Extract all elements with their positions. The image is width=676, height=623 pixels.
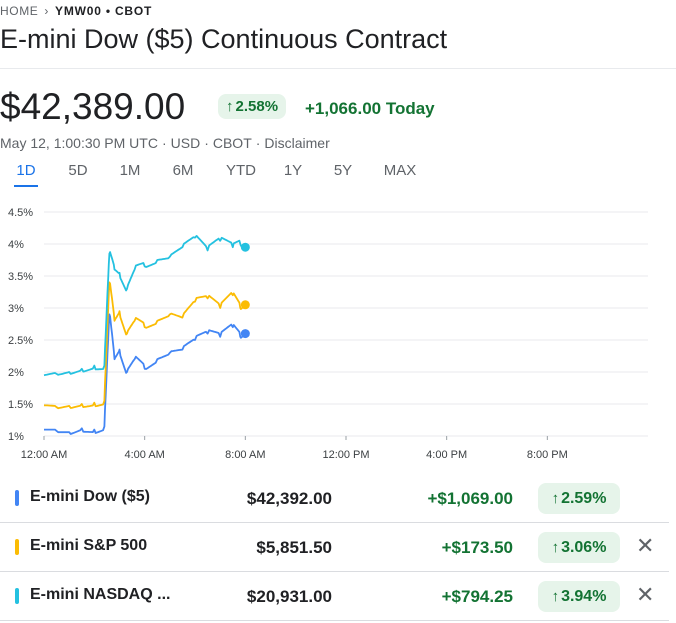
change-percent-badge: ↑ 2.58% (218, 94, 287, 119)
x-tick-label: 12:00 PM (322, 449, 369, 461)
x-tick-label: 8:00 AM (225, 449, 265, 461)
quote-meta: May 12, 1:00:30 PM UTC · USD · CBOT · Di… (0, 135, 330, 151)
compare-change: +$794.25 (441, 587, 513, 606)
x-tick-label: 12:00 AM (21, 449, 67, 461)
x-tick-label: 8:00 PM (527, 449, 568, 461)
series-color-marker (15, 588, 19, 604)
timeframe-tabs: 1D 5D 1M 6M YTD 1Y 5Y MAX (0, 162, 419, 187)
y-tick-label: 2.5% (8, 335, 33, 347)
compare-value: $42,392.00 (246, 489, 332, 508)
series-line (43, 281, 247, 410)
chevron-right-icon: › (44, 4, 50, 18)
arrow-up-icon: ↑ (551, 588, 560, 605)
compare-row-sp500[interactable]: E-mini S&P 500 $5,851.50 +$173.50 ↑ 3.06… (0, 523, 676, 571)
price-comparison-chart[interactable]: 1% 1.5% 2% 2.5% 3% 3.5% 4% 4.5% 12:00 AM 4:00 AM 8… (0, 200, 676, 465)
compare-change: +$1,069.00 (427, 489, 513, 508)
meta-sep: · (204, 135, 209, 151)
series-end-point (240, 300, 250, 310)
current-price: $42,389.00 (0, 86, 186, 127)
tab-5y[interactable]: 5Y (333, 162, 353, 179)
compare-change: +$173.50 (441, 538, 513, 557)
compare-percent-badge: ↑ 2.59% (538, 483, 620, 514)
compare-percent: 3.94% (561, 587, 607, 605)
tab-1d[interactable]: 1D (14, 162, 38, 187)
series-end-point (240, 329, 250, 339)
meta-sep: · (161, 135, 167, 151)
compare-name: E-mini Dow ($5) (30, 488, 151, 505)
row-divider (0, 571, 669, 572)
arrow-up-icon: ↑ (226, 98, 234, 115)
compare-percent-badge: ↑ 3.94% (538, 581, 620, 612)
x-tick-label: 4:00 AM (124, 449, 164, 461)
compare-percent-badge: ↑ 3.06% (538, 532, 620, 563)
y-tick-label: 3.5% (8, 271, 33, 283)
breadcrumb-home[interactable]: HOME (0, 4, 39, 18)
arrow-up-icon: ↑ (551, 539, 560, 556)
row-divider (0, 620, 669, 621)
compare-value: $5,851.50 (256, 538, 332, 557)
row-divider (0, 522, 669, 523)
y-tick-label: 1.5% (8, 399, 33, 411)
tab-5d[interactable]: 5D (68, 162, 88, 179)
tab-1y[interactable]: 1Y (283, 162, 303, 179)
close-icon[interactable]: ✕ (636, 582, 655, 607)
compare-row-dow[interactable]: E-mini Dow ($5) $42,392.00 +$1,069.00 ↑ … (0, 474, 676, 522)
tab-max[interactable]: MAX (383, 162, 417, 179)
tab-ytd[interactable]: YTD (226, 162, 256, 179)
meta-exchange: CBOT (212, 135, 252, 151)
compare-name: E-mini S&P 500 (30, 537, 148, 554)
y-tick-label: 4% (8, 239, 24, 251)
y-tick-label: 4.5% (8, 207, 33, 219)
compare-name: E-mini NASDAQ ... (30, 586, 171, 603)
tab-6m[interactable]: 6M (172, 162, 194, 179)
y-tick-label: 2% (8, 367, 24, 379)
change-percent-value: 2.58% (235, 98, 279, 115)
series-color-marker (15, 539, 19, 555)
series-line (44, 313, 247, 435)
disclaimer-link[interactable]: Disclaimer (264, 135, 330, 151)
series-color-marker (15, 490, 19, 506)
header-divider (0, 68, 676, 69)
x-tick-label: 4:00 PM (426, 449, 467, 461)
breadcrumb-symbol: YMW00 • CBOT (55, 4, 153, 18)
meta-sep: · (255, 135, 261, 151)
arrow-up-icon: ↑ (551, 490, 560, 507)
meta-currency: USD (170, 135, 201, 151)
breadcrumb: HOME › YMW00 • CBOT (0, 4, 152, 18)
y-tick-label: 1% (8, 431, 24, 443)
compare-row-nasdaq[interactable]: E-mini NASDAQ ... $20,931.00 +$794.25 ↑ … (0, 572, 676, 620)
change-today: +1,066.00 Today (305, 99, 435, 118)
page-title: E-mini Dow ($5) Continuous Contract (0, 24, 448, 54)
compare-percent: 3.06% (561, 538, 607, 556)
tab-1m[interactable]: 1M (119, 162, 141, 179)
series-line (43, 235, 246, 377)
compare-value: $20,931.00 (246, 587, 332, 606)
meta-timestamp: May 12, 1:00:30 PM UTC (0, 135, 158, 151)
close-icon[interactable]: ✕ (636, 533, 655, 558)
y-tick-label: 3% (8, 303, 24, 315)
compare-percent: 2.59% (561, 489, 607, 507)
series-end-point (240, 242, 250, 252)
